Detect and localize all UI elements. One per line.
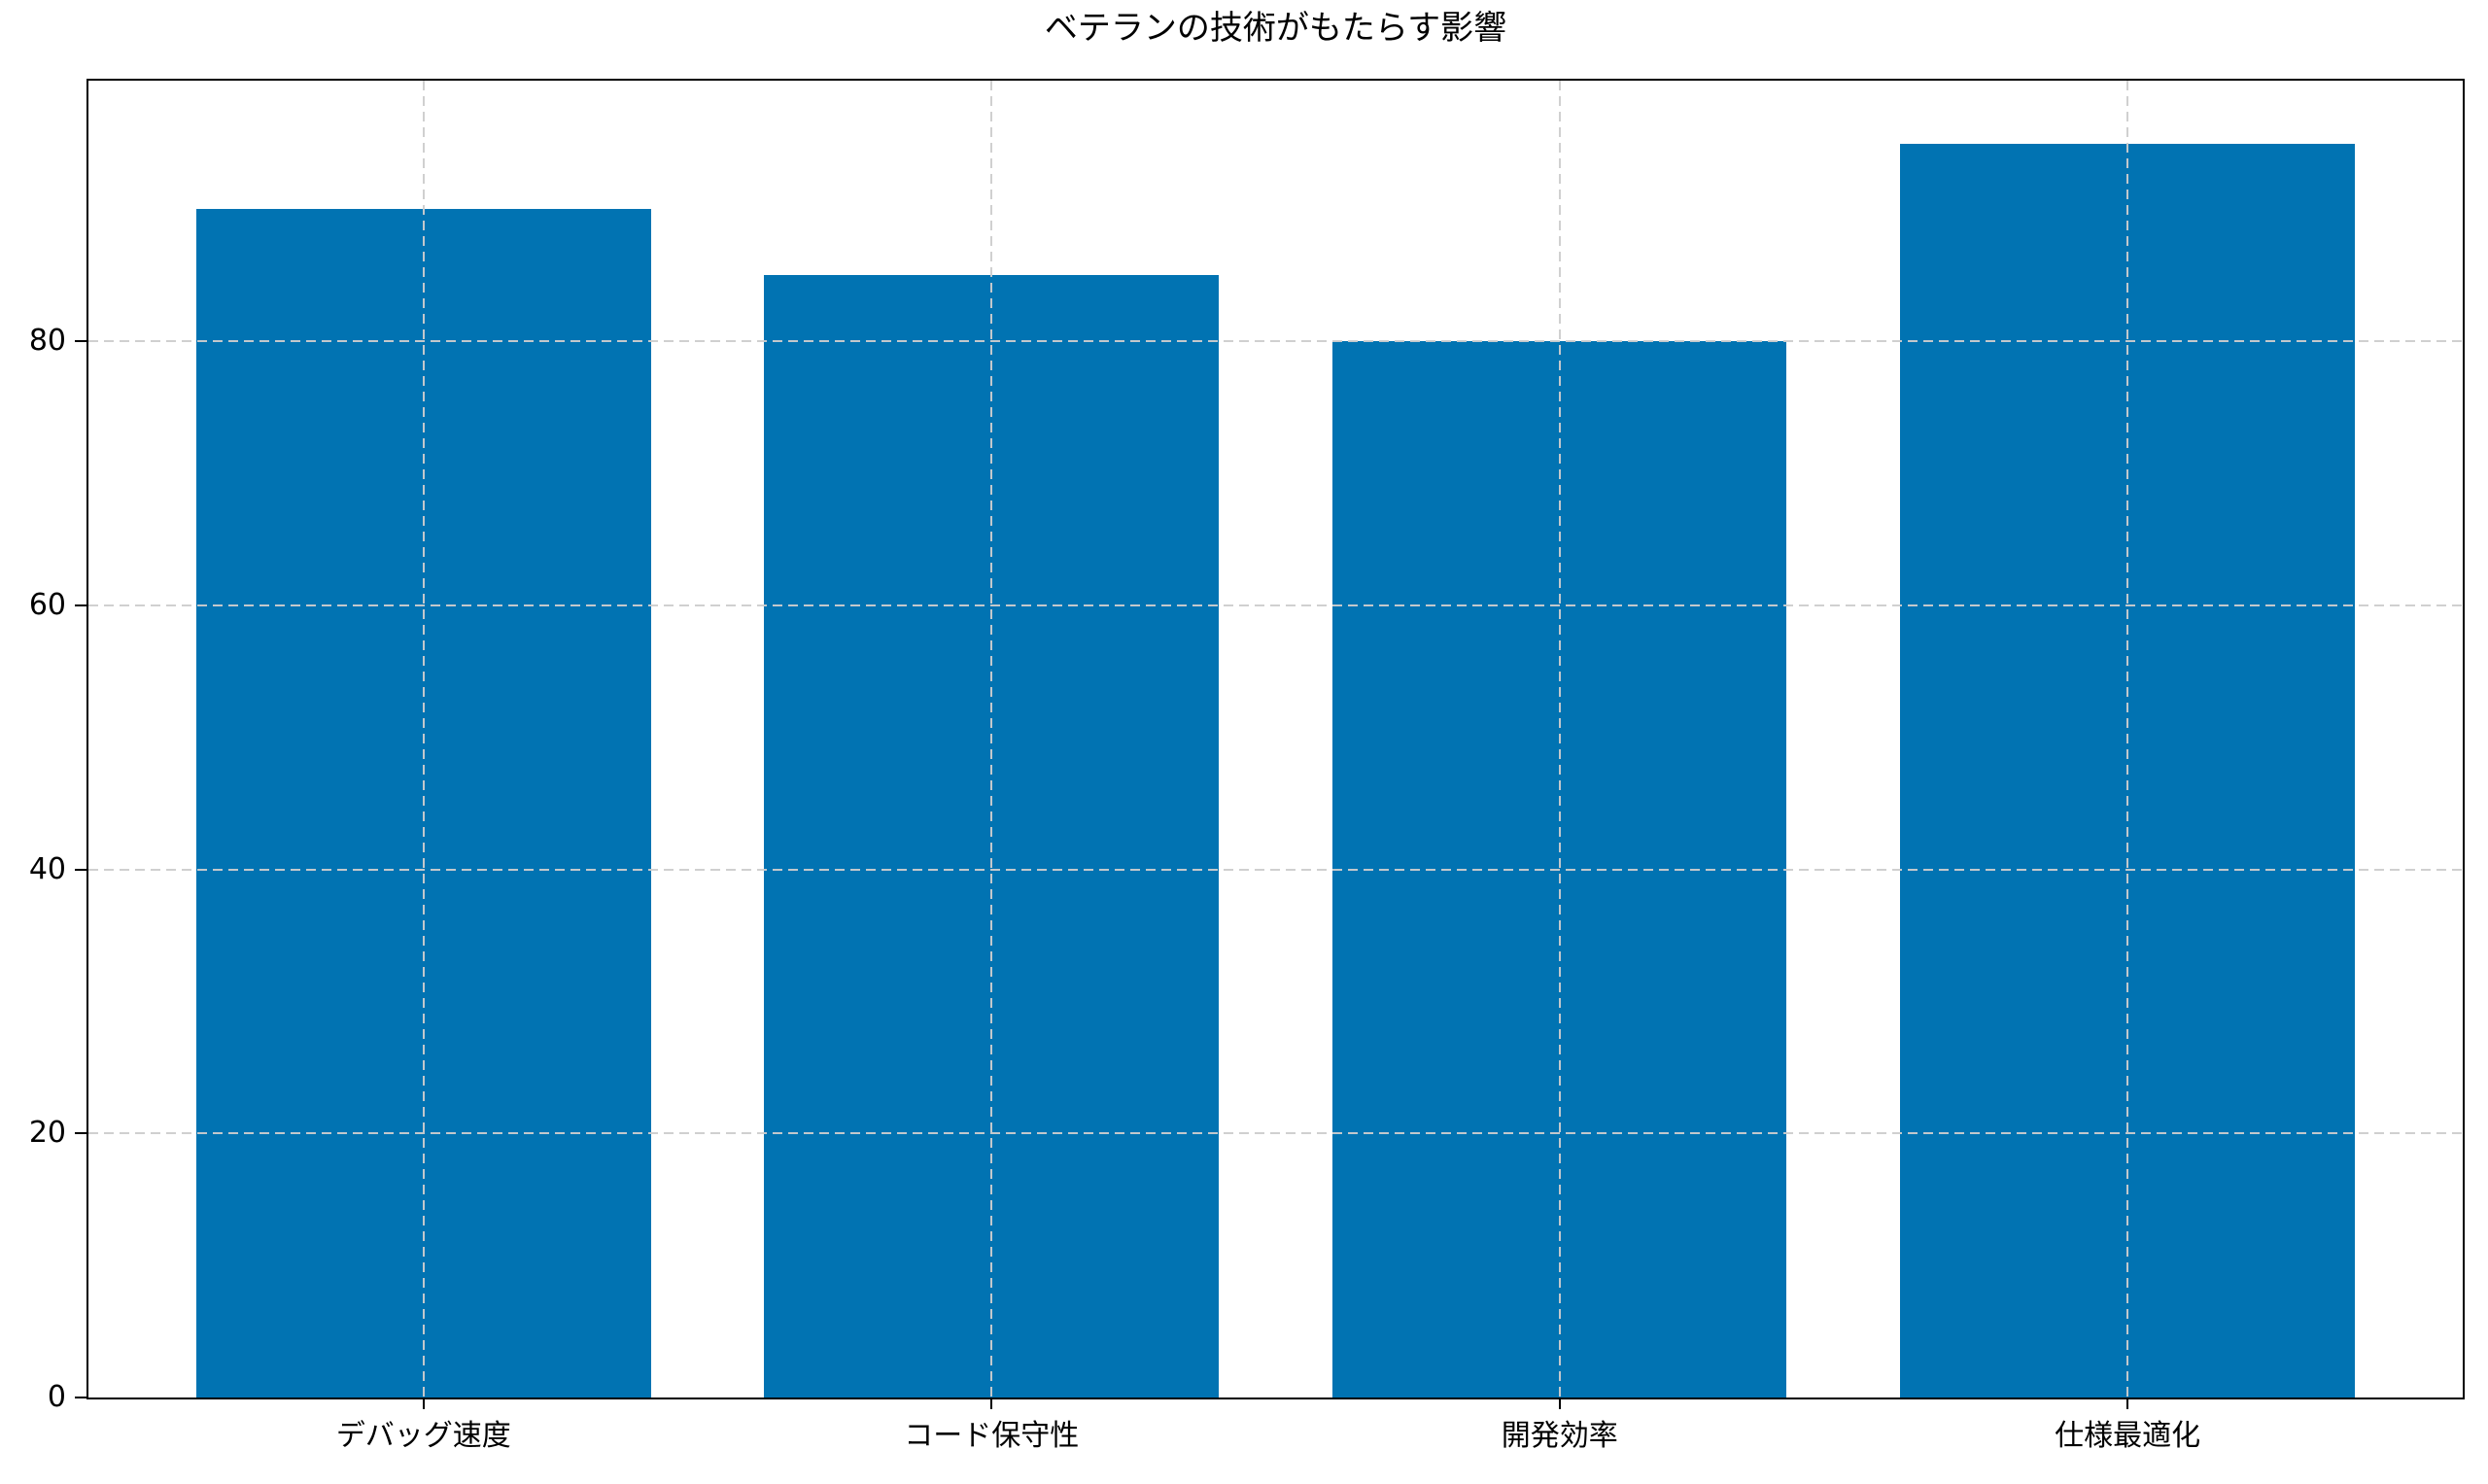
y-tick-mark-40 [75, 868, 86, 871]
y-tick-label-80: 80 [28, 324, 66, 359]
chart-title: ベテランの技術がもたらす影響 [1044, 9, 1507, 48]
x-tick-label-コード保守性: コード保守性 [904, 1419, 1080, 1453]
x-tick-mark-コード保守性 [990, 1398, 993, 1409]
x-tick-mark-開発効率 [1558, 1398, 1561, 1409]
y-tick-mark-0 [75, 1397, 86, 1398]
y-tick-label-20: 20 [28, 1116, 66, 1151]
bar-コード保守性 [764, 275, 1220, 1398]
bar-デバッグ速度 [196, 209, 651, 1398]
y-tick-label-0: 0 [47, 1380, 66, 1414]
x-tick-label-開発効率: 開発効率 [1501, 1419, 1618, 1453]
y-tick-mark-20 [75, 1132, 86, 1135]
x-tick-label-デバッグ速度: デバッグ速度 [335, 1419, 511, 1453]
x-tick-mark-仕様最適化 [2126, 1398, 2129, 1409]
y-tick-mark-80 [75, 340, 86, 343]
x-tick-mark-デバッグ速度 [422, 1398, 425, 1409]
bar-仕様最適化 [1900, 143, 2355, 1398]
y-tick-mark-60 [75, 604, 86, 606]
plot-area [86, 79, 2465, 1399]
x-tick-label-仕様最適化: 仕様最適化 [2055, 1419, 2201, 1453]
y-tick-label-40: 40 [28, 851, 66, 886]
bar-開発効率 [1331, 341, 1787, 1398]
y-tick-label-60: 60 [28, 587, 66, 622]
